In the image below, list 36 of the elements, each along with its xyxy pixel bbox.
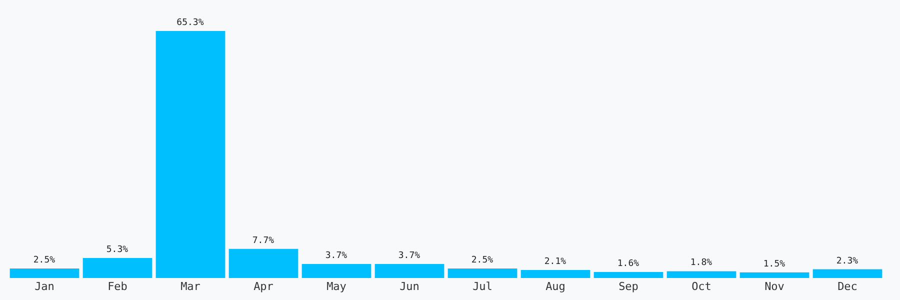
bar: [520, 270, 590, 278]
data-label: 1.8%: [690, 258, 713, 268]
data-label: 3.7%: [398, 251, 421, 261]
data-label: 3.7%: [325, 251, 348, 261]
bar: [374, 264, 444, 278]
data-label: 2.5%: [33, 256, 56, 266]
bar: [10, 268, 80, 278]
data-label: 2.5%: [471, 256, 494, 266]
bar: [302, 264, 372, 278]
x-tick-label: Sep: [618, 280, 638, 293]
bar: [812, 269, 882, 278]
x-tick-label: Feb: [108, 280, 128, 293]
x-tick-label: Dec: [838, 280, 858, 293]
x-tick-label: Jun: [400, 280, 420, 293]
bar: [82, 258, 152, 278]
data-label: 2.3%: [836, 256, 859, 266]
bar: [740, 272, 810, 278]
x-tick-label: Nov: [764, 280, 785, 293]
data-label: 5.3%: [106, 244, 129, 255]
data-label: 1.6%: [617, 258, 640, 269]
x-tick-label: Oct: [692, 280, 712, 293]
x-tick-label: Mar: [180, 280, 201, 293]
x-tick-label: Jul: [472, 280, 492, 293]
bar: [156, 31, 226, 278]
data-label: 2.1%: [544, 257, 567, 268]
x-tick-label: Aug: [546, 280, 566, 293]
bar: [448, 268, 518, 278]
data-label: 7.7%: [252, 236, 275, 246]
bar: [594, 272, 664, 278]
data-label: 1.5%: [763, 259, 786, 270]
x-tick-label: May: [326, 280, 347, 293]
data-label: 65.3%: [176, 18, 204, 28]
bar: [228, 248, 298, 278]
bar: [666, 271, 736, 278]
x-tick-label: Jan: [34, 280, 54, 293]
x-tick-label: Apr: [254, 280, 274, 293]
